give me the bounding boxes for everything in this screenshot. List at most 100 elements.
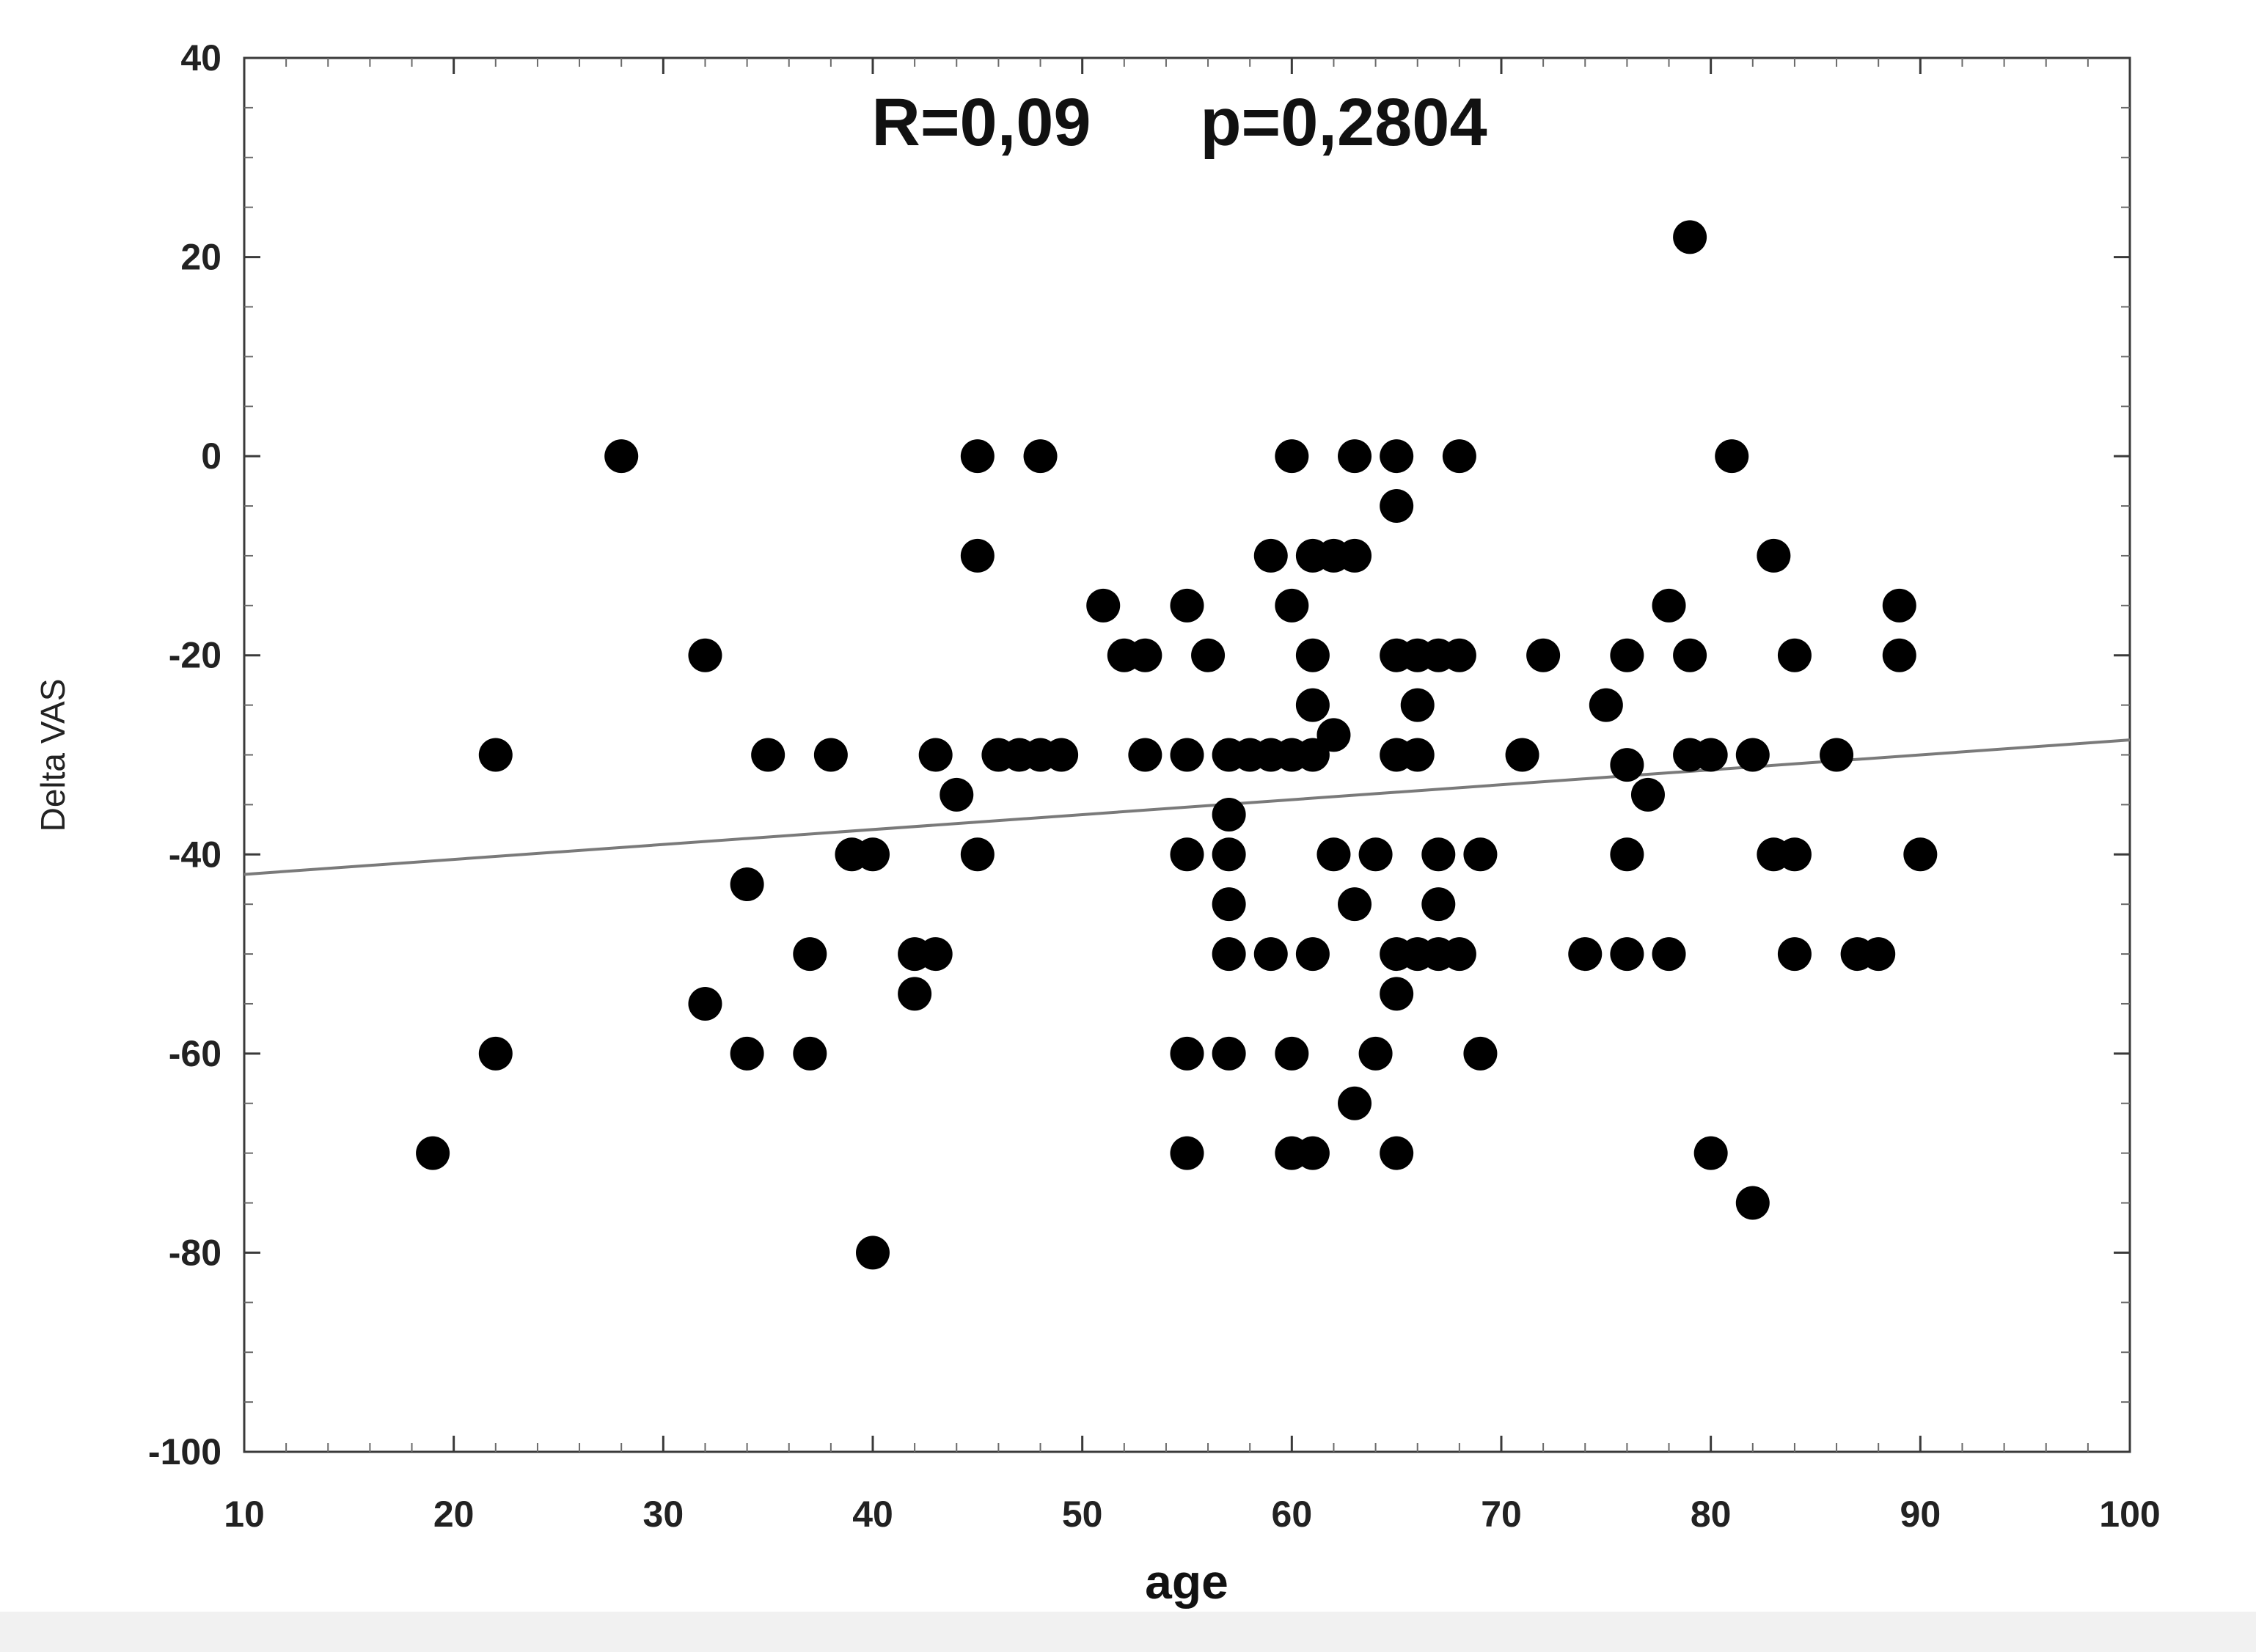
scatter-point — [1212, 937, 1246, 972]
y-tick-label: -20 — [169, 635, 221, 676]
scatter-point — [1693, 1136, 1728, 1170]
scatter-point — [416, 1136, 450, 1170]
scatter-point — [1735, 1186, 1770, 1220]
scatter-point — [1693, 738, 1728, 772]
scatter-point — [1715, 439, 1749, 474]
scatter-point — [1212, 1036, 1246, 1071]
scatter-point — [1673, 220, 1707, 254]
scatter-point — [1673, 638, 1707, 672]
axis-tick-labels: 10 20 30 40 50 60 70 80 90 100 40 20 0 -20 -40 -60 -80 -1… — [148, 37, 2161, 1535]
trend-line — [243, 738, 2131, 876]
scatter-point — [960, 837, 995, 872]
regression-line — [243, 738, 2131, 876]
scatter-point — [960, 538, 995, 573]
x-tick-label: 20 — [433, 1494, 475, 1535]
scatter-point — [1421, 887, 1456, 922]
y-tick-label: -60 — [169, 1033, 221, 1074]
scatter-point — [1861, 937, 1896, 972]
scatter-point — [1191, 638, 1226, 672]
scatter-point — [1358, 1036, 1393, 1071]
x-tick-label: 100 — [2099, 1494, 2160, 1535]
x-axis-label: age — [1145, 1554, 1228, 1609]
scatter-point — [1275, 1036, 1309, 1071]
scatter-point — [1358, 837, 1393, 872]
y-tick-label: -40 — [169, 834, 221, 875]
scatter-point — [688, 986, 722, 1021]
scatter-point — [1589, 688, 1623, 722]
scatter-point — [1170, 837, 1204, 872]
x-tick-label: 10 — [224, 1494, 265, 1535]
scatter-point — [1777, 937, 1812, 972]
scatter-point — [1903, 837, 1938, 872]
x-tick-label: 30 — [643, 1494, 684, 1535]
y-tick-label: -80 — [169, 1232, 221, 1273]
scatter-point — [940, 777, 974, 812]
x-tick-label: 70 — [1481, 1494, 1522, 1535]
scatter-point — [1505, 738, 1539, 772]
scatter-point — [1777, 638, 1812, 672]
scatter-point — [478, 738, 513, 772]
x-tick-label: 80 — [1691, 1494, 1732, 1535]
scatter-point — [856, 837, 890, 872]
scatter-point — [898, 977, 932, 1011]
scatter-point — [1630, 777, 1665, 812]
scatter-point — [1316, 837, 1351, 872]
scatter-point — [1526, 638, 1561, 672]
scatter-point — [1442, 638, 1476, 672]
scatter-point — [1170, 588, 1204, 623]
scatter-point — [1253, 538, 1288, 573]
scatter-point — [478, 1036, 513, 1071]
scatter-point — [1610, 937, 1644, 972]
scatter-point — [1735, 738, 1770, 772]
scatter-point — [1023, 439, 1058, 474]
scatter-point — [1316, 718, 1351, 752]
scatter-point — [960, 439, 995, 474]
scatter-point — [1338, 887, 1372, 922]
x-tick-label: 60 — [1272, 1494, 1313, 1535]
y-tick-label: -100 — [148, 1431, 221, 1472]
scatter-point — [1380, 1136, 1414, 1170]
scatter-point — [793, 937, 827, 972]
scatter-point — [1128, 638, 1162, 672]
scatter-point — [1170, 738, 1204, 772]
scatter-point — [1820, 738, 1854, 772]
scatter-point — [1338, 538, 1372, 573]
scatter-point — [1652, 588, 1686, 623]
scatter-point — [1421, 837, 1456, 872]
scatter-point — [1212, 837, 1246, 872]
scatter-point — [1275, 588, 1309, 623]
scatter-point — [751, 738, 785, 772]
scatter-point — [1757, 538, 1791, 573]
scatter-point — [1610, 638, 1644, 672]
scatter-point — [1610, 837, 1644, 872]
scatter-point — [1338, 439, 1372, 474]
scatter-point — [1568, 937, 1603, 972]
x-tick-label: 50 — [1062, 1494, 1103, 1535]
scatter-point — [688, 638, 722, 672]
scatter-point — [1882, 638, 1916, 672]
scatter-point — [1610, 748, 1644, 782]
title-correlation-r: R=0,09 — [871, 85, 1091, 160]
x-tick-label: 40 — [852, 1494, 893, 1535]
y-tick-label: 40 — [180, 37, 221, 78]
scatter-point — [1295, 738, 1330, 772]
scatter-point — [1380, 977, 1414, 1011]
y-tick-label: 20 — [180, 237, 221, 278]
scatter-point — [1086, 588, 1121, 623]
scatter-point — [1463, 837, 1498, 872]
scatter-point — [1295, 937, 1330, 972]
y-axis-label: Delta VAS — [34, 679, 72, 832]
scatter-point — [856, 1236, 890, 1270]
scatter-point — [730, 1036, 764, 1071]
scatter-point — [918, 738, 953, 772]
scatter-point — [1044, 738, 1079, 772]
scatter-point — [1882, 588, 1916, 623]
title-p-value: p=0,2804 — [1200, 85, 1487, 160]
scatter-point — [1380, 439, 1414, 474]
scatter-point — [1170, 1036, 1204, 1071]
scatter-point — [1170, 1136, 1204, 1170]
scatter-point — [1442, 937, 1476, 972]
scatter-point — [1463, 1036, 1498, 1071]
scatter-point — [1212, 797, 1246, 831]
scatter-point — [1400, 738, 1435, 772]
